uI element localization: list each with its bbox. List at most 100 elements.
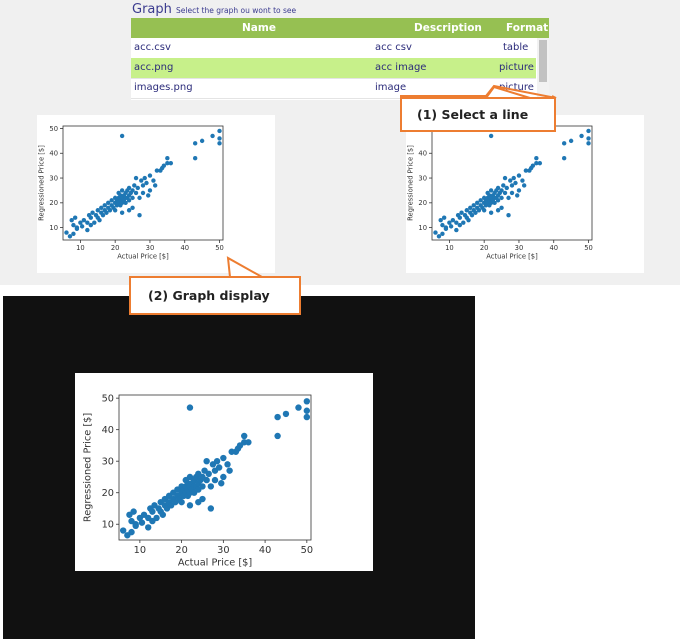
x-tick-label: 40	[259, 545, 271, 556]
scatter-point	[438, 217, 443, 223]
y-tick-label: 40	[49, 150, 58, 158]
table-row[interactable]: images.png image picture	[131, 78, 536, 99]
scatter-point	[100, 213, 106, 218]
scatter-point	[126, 208, 132, 213]
scrollbar-thumb[interactable]	[539, 40, 547, 82]
scatter-point	[79, 224, 85, 229]
x-tick-label: 40	[549, 244, 558, 252]
y-tick-label: 30	[49, 174, 58, 182]
scatter-point	[199, 483, 206, 490]
scatter-point	[64, 230, 69, 235]
scatter-point	[138, 519, 146, 526]
scatter-point	[454, 220, 459, 225]
callout-select-line: (1) Select a line	[400, 97, 556, 132]
y-axis-label: Regressioned Price [$]	[83, 413, 94, 522]
x-tick-label: 30	[515, 244, 524, 252]
scatter-point	[69, 217, 74, 223]
y-tick-label: 40	[418, 150, 427, 158]
scatter-point	[440, 231, 445, 237]
scatter-point	[447, 220, 452, 225]
row-format: table	[503, 42, 529, 53]
scatter-point	[104, 210, 109, 215]
scatter-point	[441, 215, 447, 220]
scatter-point	[220, 454, 227, 462]
table-header: Name Description Format	[131, 18, 549, 38]
scatter-point	[586, 136, 591, 141]
scatter-point	[85, 227, 90, 233]
table-row-selected[interactable]: acc.png acc image picture	[131, 58, 536, 79]
x-tick-label: 50	[215, 244, 224, 252]
scatter-point	[515, 193, 520, 198]
scatter-point	[481, 208, 487, 213]
scatter-point	[147, 173, 153, 178]
scatter-point	[516, 188, 522, 193]
scatter-point	[568, 138, 574, 144]
scatter-point	[464, 208, 469, 213]
scatter-point	[126, 185, 132, 191]
scatter-point	[178, 498, 185, 506]
scatter-point	[488, 210, 494, 215]
scatter-point	[476, 208, 482, 213]
y-tick-label: 20	[102, 488, 114, 499]
page-subtitle: Select the graph ou wont to see	[176, 6, 297, 15]
column-header-format[interactable]: Format	[506, 22, 549, 34]
scatter-point	[106, 200, 111, 206]
scatter-point	[457, 215, 463, 220]
scatter-point	[119, 210, 125, 215]
row-description: image	[375, 82, 407, 93]
scatter-point	[530, 163, 536, 168]
column-header-description[interactable]: Description	[414, 22, 482, 34]
scatter-point	[537, 160, 543, 166]
scatter-point	[130, 195, 135, 201]
scatter-point	[511, 175, 516, 181]
scatter-point	[151, 178, 156, 183]
scatter-point	[217, 128, 222, 134]
scatter-point	[217, 141, 222, 146]
row-format: picture	[499, 82, 534, 93]
scatter-point	[119, 527, 127, 534]
scatter-point	[226, 467, 233, 474]
scatter-point	[132, 522, 139, 530]
x-tick-label: 50	[584, 244, 593, 252]
scatter-point	[186, 404, 194, 411]
scatter-point	[448, 224, 454, 229]
scatter-point	[495, 185, 501, 191]
row-name: images.png	[134, 82, 193, 93]
scatter-point	[295, 404, 302, 411]
scatter-point	[207, 505, 215, 512]
y-tick-label: 40	[102, 425, 114, 436]
table-row[interactable]: acc.csv acc csv table	[131, 38, 536, 59]
scatter-point	[586, 141, 591, 146]
scatter-point	[95, 208, 100, 213]
graph-thumbnail-left: 10 20 30 40 50 10 20 30 40 50 Actual Price [$] Regr…	[37, 115, 275, 273]
scatter-point	[107, 208, 113, 213]
scatter-point	[245, 439, 252, 446]
scatter-point	[516, 173, 522, 178]
scatter-point	[492, 200, 497, 206]
scatter-point	[521, 183, 527, 188]
scatter-point	[488, 133, 494, 139]
scatter-point	[443, 226, 449, 232]
x-tick-label: 30	[146, 244, 155, 252]
scatter-point	[513, 180, 518, 186]
scatter-point	[433, 230, 438, 235]
scatter-point	[203, 476, 210, 484]
scatter-point	[220, 473, 227, 481]
scatter-point	[137, 195, 142, 201]
table-scrollbar[interactable]	[537, 38, 549, 100]
scatter-point	[506, 213, 511, 218]
scatter-point	[303, 413, 311, 421]
scatter-point	[205, 470, 212, 478]
scatter-point	[457, 222, 463, 228]
scatter-point	[475, 200, 480, 206]
scatter-point	[140, 183, 146, 188]
scatter-point	[161, 163, 167, 168]
x-tick-label: 20	[480, 244, 489, 252]
scatter-point	[133, 175, 139, 181]
column-header-name[interactable]: Name	[242, 22, 276, 34]
y-axis-label: Regressioned Price [$]	[37, 145, 45, 221]
x-tick-label: 50	[301, 545, 313, 556]
scatter-point	[504, 185, 509, 191]
